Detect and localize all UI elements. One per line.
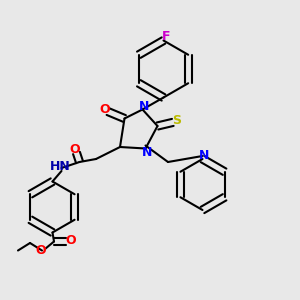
Text: O: O (36, 244, 46, 257)
Text: O: O (99, 103, 110, 116)
Text: N: N (199, 149, 209, 162)
Text: O: O (70, 143, 80, 156)
Text: HN: HN (50, 160, 70, 173)
Text: N: N (139, 100, 149, 113)
Text: F: F (162, 29, 171, 43)
Text: O: O (65, 234, 76, 247)
Text: S: S (172, 114, 181, 128)
Text: N: N (142, 146, 152, 159)
